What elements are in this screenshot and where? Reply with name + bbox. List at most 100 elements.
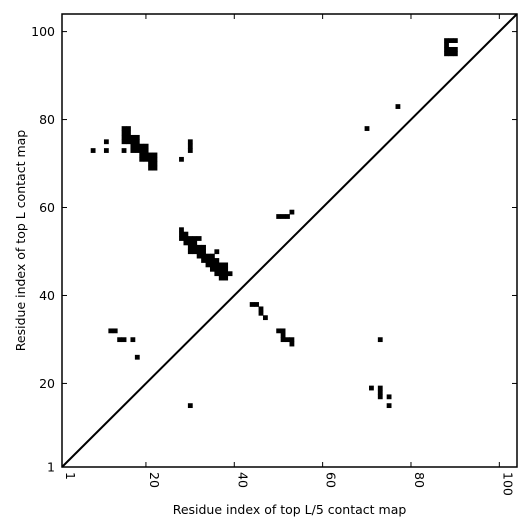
contact-cell	[187, 139, 193, 145]
contact-cell	[121, 337, 127, 343]
contact-cell	[223, 271, 229, 277]
contact-cell	[280, 337, 286, 343]
x-tick-label: 40	[235, 472, 250, 488]
contact-cell	[218, 266, 224, 272]
contact-cell	[139, 152, 145, 158]
contact-cell	[143, 148, 149, 153]
contact-cell	[103, 139, 109, 145]
plot-frame	[61, 13, 518, 468]
contact-cell	[280, 328, 286, 334]
contact-cell	[179, 231, 184, 237]
contact-cell	[218, 271, 224, 277]
contact-cell	[285, 214, 290, 219]
contact-cell	[192, 240, 198, 246]
contact-cell	[152, 161, 158, 167]
contact-cell	[192, 249, 198, 255]
contact-cell	[183, 231, 189, 237]
contact-cell	[126, 139, 131, 145]
contact-cell	[130, 143, 136, 149]
contact-cell	[139, 156, 145, 162]
contact-cell	[386, 394, 392, 400]
contact-cell	[201, 249, 206, 255]
contact-cell	[448, 46, 454, 52]
contact-cell	[444, 38, 449, 43]
contact-cell	[289, 341, 295, 347]
contact-cell	[187, 249, 193, 255]
contact-cell	[187, 240, 193, 246]
contact-cell	[395, 104, 401, 109]
contact-cell	[223, 275, 229, 281]
contact-cell	[285, 337, 290, 343]
contact-cell	[179, 156, 184, 162]
contact-cell	[183, 236, 189, 241]
contact-cell	[117, 337, 123, 343]
contact-cell	[187, 236, 193, 241]
contact-cell	[187, 148, 193, 153]
contact-cell	[126, 134, 131, 140]
contact-cell	[130, 139, 136, 145]
contact-cell	[187, 244, 193, 250]
contact-cell	[364, 126, 370, 131]
contact-cell	[227, 271, 233, 277]
y-tick-label: 60	[39, 200, 55, 215]
contact-cell	[369, 385, 374, 391]
contact-cell	[444, 51, 449, 57]
contact-cell	[289, 209, 295, 215]
contact-cell	[196, 236, 202, 241]
contact-cell	[126, 126, 131, 131]
contact-cell	[223, 266, 229, 272]
x-tick-label: 100	[500, 472, 515, 496]
contact-cell	[214, 258, 220, 263]
contact-cell	[179, 227, 184, 233]
contact-cell	[134, 134, 140, 140]
contact-cells	[90, 38, 458, 409]
y-tick-label: 20	[39, 376, 55, 391]
contact-cell	[214, 249, 220, 255]
contact-cell	[108, 328, 114, 334]
contact-cell	[201, 258, 206, 263]
contact-cell	[192, 236, 198, 241]
contact-cell	[121, 130, 127, 136]
contact-cell	[214, 262, 220, 268]
contact-cell	[143, 156, 149, 162]
contact-cell	[377, 390, 383, 395]
contact-cell	[148, 161, 153, 167]
contact-cell	[209, 266, 215, 272]
contact-cell	[218, 275, 224, 281]
contact-cell	[258, 310, 264, 316]
contact-cell	[254, 302, 259, 307]
contact-cell	[280, 214, 286, 219]
contact-cell	[130, 148, 136, 153]
contact-cell	[386, 403, 392, 409]
contact-cell	[214, 266, 220, 272]
contact-cell	[444, 46, 449, 52]
contact-cell	[209, 253, 215, 259]
contact-cell	[134, 148, 140, 153]
contact-cell	[444, 42, 449, 48]
y-tick-label: 40	[39, 288, 55, 303]
x-tick-label: 20	[147, 472, 162, 488]
contact-cell	[280, 332, 286, 338]
contact-cell	[205, 258, 211, 263]
contact-cell	[214, 271, 220, 277]
contact-cell	[126, 130, 131, 136]
contact-cell	[143, 152, 149, 158]
contact-cell	[103, 148, 109, 153]
y-axis-label: Residue index of top L contact map	[13, 130, 28, 351]
contact-cell	[121, 148, 127, 153]
contact-cell	[179, 236, 184, 241]
contact-cell	[187, 403, 193, 409]
contact-cell	[152, 165, 158, 171]
x-tick-label: 1	[63, 472, 78, 480]
contact-cell	[183, 240, 189, 246]
contact-cell	[121, 134, 127, 140]
y-tick-label: 80	[39, 112, 55, 127]
diagonal-line	[61, 13, 518, 468]
contact-cell	[134, 354, 140, 360]
contact-cell	[205, 253, 211, 259]
contact-cell	[90, 148, 96, 153]
contact-cell	[130, 134, 136, 140]
y-tick-label: 1	[47, 460, 55, 475]
